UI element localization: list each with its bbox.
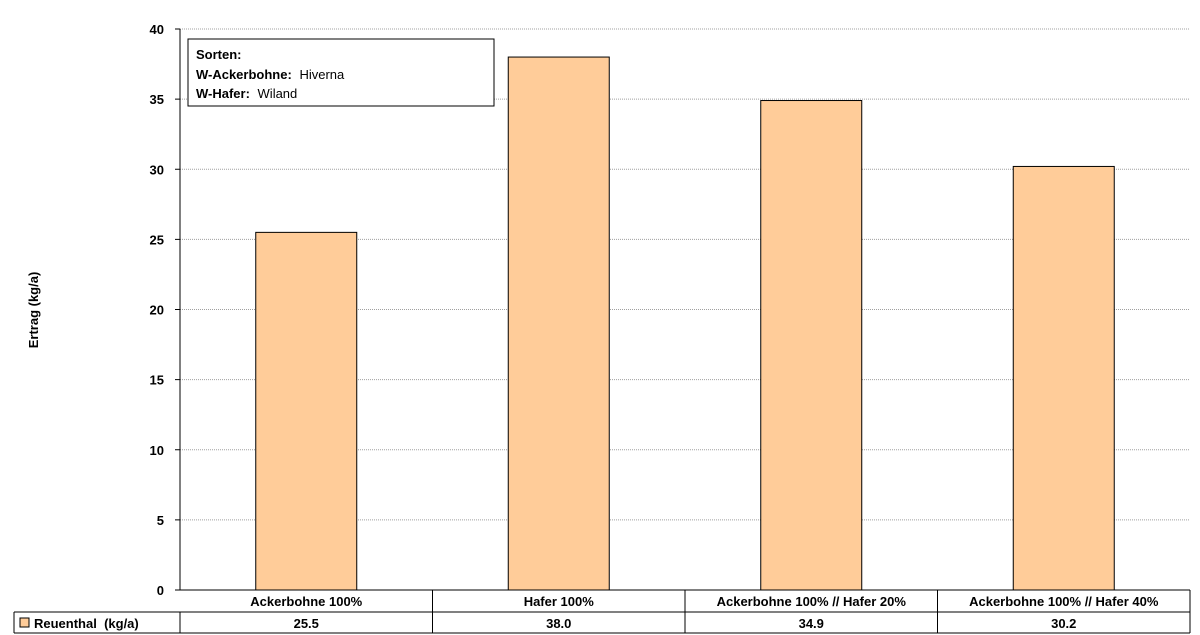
- y-axis-label: Ertrag (kg/a): [26, 272, 41, 349]
- annotation-line-2-value: Wiland: [258, 86, 298, 101]
- value-label-2: 34.9: [799, 616, 824, 631]
- category-label-1: Hafer 100%: [524, 594, 595, 609]
- bar-2: [760, 100, 863, 591]
- data-table: Ackerbohne 100% 25.5 Hafer 100% 38.0 Ackerbo…: [13, 590, 1191, 634]
- y-tick-label-8: 40: [150, 22, 164, 37]
- y-axis-ticks: 0 5 10 15 20 25 30 35 40: [150, 22, 180, 598]
- annotation-title: Sorten:: [196, 47, 242, 62]
- category-label-0: Ackerbohne 100%: [250, 594, 362, 609]
- bar-1: [507, 56, 610, 591]
- annotation-line-2-label: W-Hafer:: [196, 86, 250, 101]
- y-tick-label-3: 15: [150, 373, 164, 388]
- annotation-frame: [187, 38, 495, 107]
- y-tick-label-1: 5: [157, 513, 164, 528]
- y-tick-label-0: 0: [157, 583, 164, 598]
- legend-swatch: [19, 617, 30, 628]
- annotation-box: Sorten: W-Ackerbohne: Hiverna W-Hafer: W…: [187, 38, 495, 107]
- y-tick-label-4: 20: [150, 303, 164, 318]
- value-label-3: 30.2: [1051, 616, 1076, 631]
- y-tick-label-2: 10: [150, 443, 164, 458]
- annotation-line-1-value: Hiverna: [299, 67, 345, 82]
- value-label-1: 38.0: [546, 616, 571, 631]
- bar-series: [255, 56, 1115, 591]
- annotation-line-2: W-Hafer: Wiland: [196, 86, 297, 101]
- value-label-0: 25.5: [294, 616, 319, 631]
- category-label-2: Ackerbohne 100% // Hafer 20%: [717, 594, 907, 609]
- bar-3: [1012, 165, 1115, 591]
- y-tick-label-5: 25: [150, 232, 164, 247]
- bar-0: [255, 231, 358, 591]
- annotation-line-1-label: W-Ackerbohne:: [196, 67, 292, 82]
- y-tick-label-7: 35: [150, 92, 164, 107]
- legend-label: Reuenthal (kg/a): [34, 616, 139, 631]
- category-label-3: Ackerbohne 100% // Hafer 40%: [969, 594, 1159, 609]
- y-tick-label-6: 30: [150, 162, 164, 177]
- annotation-line-1: W-Ackerbohne: Hiverna: [196, 67, 345, 82]
